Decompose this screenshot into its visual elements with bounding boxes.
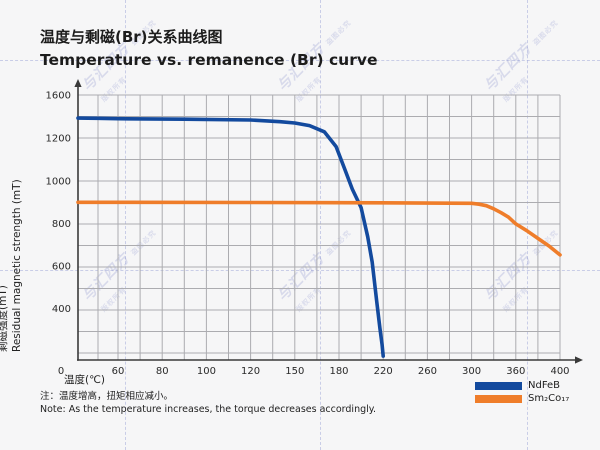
legend-item: NdFeB (475, 380, 569, 391)
note-en: Note: As the temperature increases, the … (40, 403, 377, 415)
y-tick-label: 400 (52, 304, 71, 315)
x-tick-label: 0 (58, 366, 64, 377)
x-tick-label: 80 (156, 366, 169, 377)
gridlines (78, 94, 561, 360)
y-axis-label-en: Residual magnetic strength (mT) (11, 179, 23, 352)
x-tick-label: 100 (197, 366, 216, 377)
title-block: 温度与剩磁(Br)关系曲线图 Temperature vs. remanence… (40, 27, 377, 72)
legend-swatch-icon (475, 381, 522, 390)
legend-label: NdFeB (528, 380, 561, 391)
y-tick-label: 1600 (46, 91, 71, 102)
x-tick-label: 150 (285, 366, 304, 377)
y-tick-label: 600 (52, 262, 71, 273)
y-axis-arrow-icon (74, 79, 82, 87)
y-tick-label: 1000 (46, 177, 71, 188)
x-tick-label: 300 (462, 366, 481, 377)
x-axis-arrow-icon (575, 356, 583, 364)
note-zh: 注：温度增高，扭矩相应减小。 (40, 391, 174, 402)
y-axis-label-zh: 剩磁强度(mT) (0, 285, 9, 352)
legend-item: Sm₂Co₁₇ (475, 393, 570, 404)
x-tick-label: 260 (418, 366, 437, 377)
x-tick-label: 120 (241, 366, 260, 377)
note-block: 注：温度增高，扭矩相应减小。 Note: As the temperature … (40, 391, 376, 417)
y-tick-label: 800 (52, 219, 71, 230)
chart-legend: NdFeB Sm₂Co₁₇ (475, 381, 569, 407)
x-axis-label: 温度(℃) (64, 374, 105, 386)
page-title-en: Temperature vs. remanence (Br) curve (40, 51, 378, 69)
y-tick-label: 1200 (46, 134, 71, 145)
tick-labels: 1600 1200 1000 800 600 400 0 60 80 100 120 150 180 22… (46, 91, 570, 378)
axes (74, 79, 583, 364)
series-curve-ndfeb (76, 116, 385, 358)
x-tick-label: 400 (550, 366, 569, 377)
x-tick-label: 360 (506, 366, 525, 377)
series-curve-smco (76, 200, 562, 257)
legend-label: Sm₂Co₁₇ (528, 393, 570, 404)
x-tick-label: 220 (374, 366, 393, 377)
x-tick-label: 60 (112, 366, 125, 377)
x-tick-label: 180 (329, 366, 348, 377)
page-title-zh: 温度与剩磁(Br)关系曲线图 (40, 28, 223, 46)
legend-swatch-icon (475, 394, 522, 403)
